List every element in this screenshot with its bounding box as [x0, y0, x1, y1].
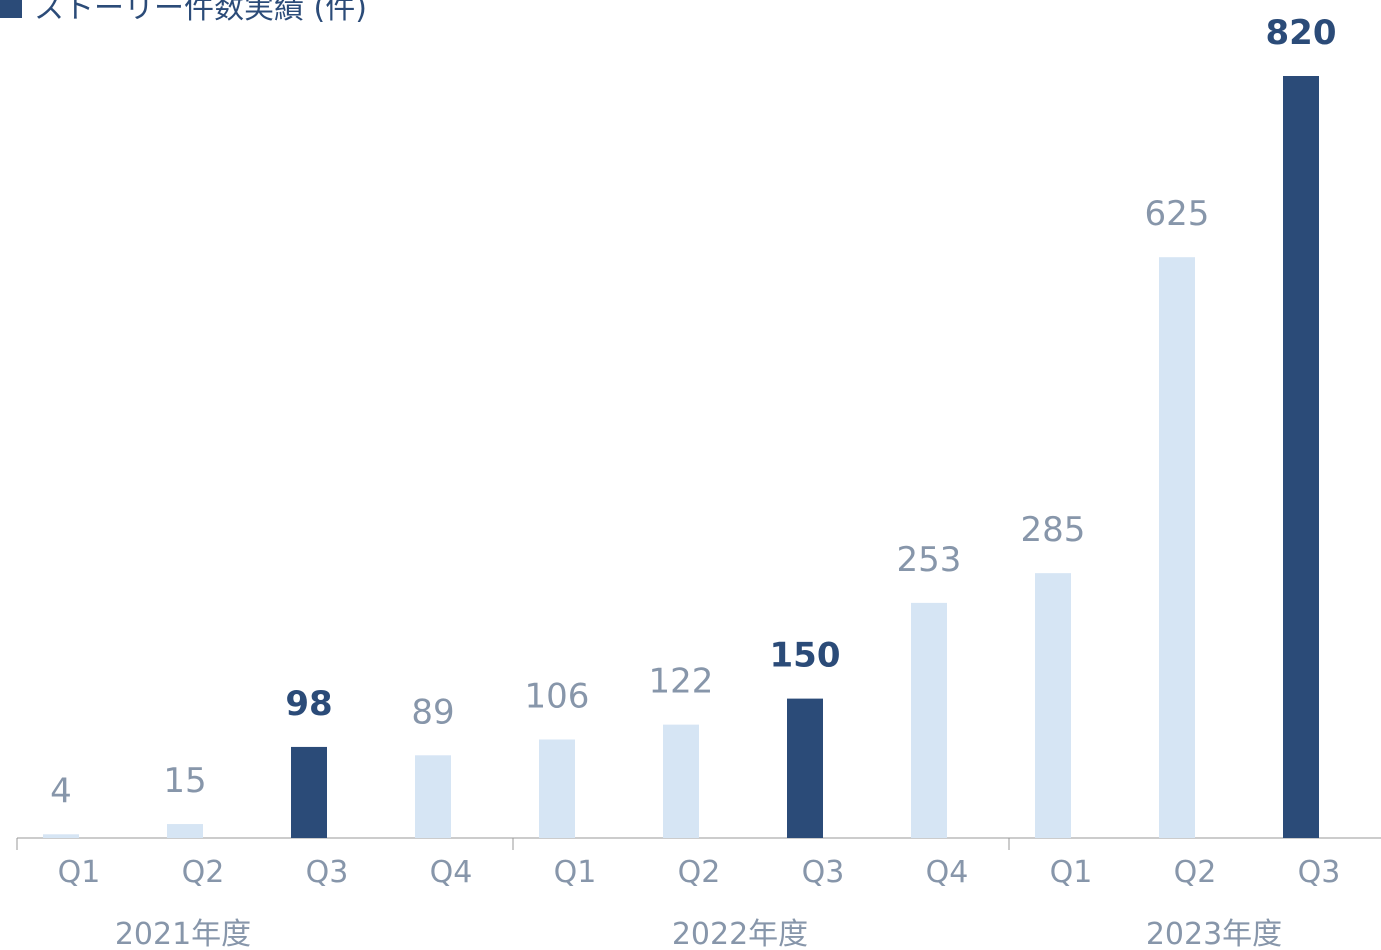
bar: [539, 739, 575, 838]
group-label: 2023年度: [1146, 917, 1282, 950]
x-tick-label: Q4: [430, 855, 473, 890]
legend-swatch: [0, 0, 22, 18]
bar: [911, 602, 947, 838]
x-tick-label: Q1: [554, 855, 597, 890]
data-label: 253: [897, 540, 962, 580]
data-label: 285: [1021, 510, 1086, 550]
x-tick-label: Q4: [926, 855, 969, 890]
x-tick-label: Q2: [1174, 855, 1217, 890]
bar: [663, 724, 699, 838]
group-label: 2021年度: [115, 917, 251, 950]
data-label: 106: [525, 676, 590, 716]
data-label: 89: [411, 692, 454, 732]
data-label: 150: [770, 636, 841, 676]
bar: [1159, 257, 1195, 839]
data-label: 4: [50, 771, 72, 811]
bar: [291, 746, 327, 838]
x-tick-label: Q3: [306, 855, 349, 890]
data-label: 625: [1145, 194, 1210, 234]
bar: [1283, 76, 1319, 838]
x-tick-label: Q3: [802, 855, 845, 890]
bar: [1035, 573, 1071, 838]
bar: [43, 834, 79, 838]
x-tick-label: Q1: [1050, 855, 1093, 890]
x-tick-label: Q3: [1298, 855, 1341, 890]
bar: [415, 755, 451, 838]
chart-title: ストーリー件数実績 (件): [34, 0, 367, 26]
x-tick-label: Q2: [182, 855, 225, 890]
group-label: 2022年度: [672, 917, 808, 950]
data-label: 98: [285, 684, 332, 724]
x-tick-label: Q2: [678, 855, 721, 890]
bar: [167, 824, 203, 838]
data-label: 122: [649, 662, 714, 702]
bar: [787, 698, 823, 838]
x-tick-label: Q1: [58, 855, 101, 890]
data-label: 15: [163, 761, 206, 801]
data-label: 820: [1266, 13, 1337, 53]
